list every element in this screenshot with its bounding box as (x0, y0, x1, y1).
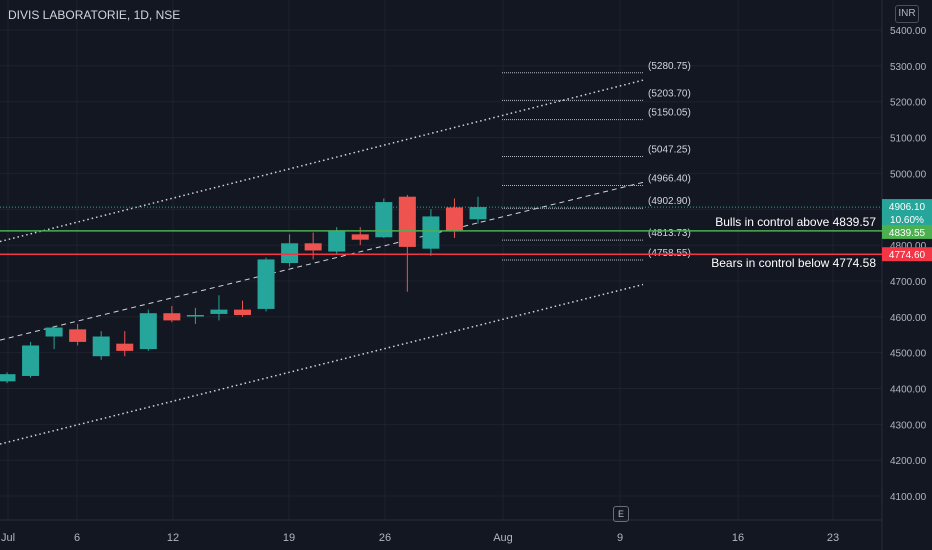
events-button[interactable]: E (613, 506, 629, 522)
candle-body (22, 345, 40, 376)
candle-body (92, 336, 110, 357)
x-tick-label: 19 (283, 532, 295, 544)
y-tick-label: 5200.00 (890, 98, 927, 109)
fib-level-label: (5150.05) (648, 108, 691, 119)
fib-level-label: (4813.73) (648, 228, 691, 239)
x-tick-label: 6 (74, 532, 80, 544)
candle-body (422, 216, 440, 249)
candle-body (281, 243, 299, 264)
x-tick-label: 16 (732, 532, 744, 544)
fib-level-label: (5047.25) (648, 144, 691, 155)
fib-level-label: (5203.70) (648, 88, 691, 99)
bear-level-tag-text: 4774.60 (889, 250, 926, 261)
x-tick-label: Aug (493, 532, 513, 544)
y-tick-label: 5300.00 (890, 62, 927, 73)
y-tick-label: 4700.00 (890, 277, 927, 288)
candle-body (304, 243, 322, 251)
y-tick-label: 4100.00 (890, 492, 927, 503)
last-price-tag-text: 10.60% (890, 215, 924, 226)
fib-level-label: (5280.75) (648, 61, 691, 72)
x-tick-label: 12 (167, 532, 179, 544)
x-tick-label: Jul (1, 532, 15, 544)
candle-body (210, 309, 228, 314)
candle-body (0, 374, 16, 382)
y-tick-label: 5100.00 (890, 134, 927, 145)
channel-middle-line (0, 181, 644, 341)
candle-body (163, 313, 181, 321)
candle-body (234, 309, 251, 316)
bull-level-tag (882, 224, 932, 239)
candle-body (328, 230, 346, 252)
bear-level-text: Bears in control below 4774.58 (711, 256, 876, 270)
candle-body (139, 313, 157, 350)
y-tick-label: 4400.00 (890, 385, 927, 396)
y-tick-label: 4800.00 (890, 241, 927, 252)
currency-button[interactable]: INR (895, 5, 919, 23)
candle-body (116, 343, 134, 351)
x-tick-label: 9 (617, 532, 623, 544)
y-tick-label: 5000.00 (890, 169, 927, 180)
candle-body (398, 196, 416, 247)
x-tick-label: 26 (379, 532, 391, 544)
bull-level-tag-text: 4839.55 (889, 228, 926, 239)
candle-body (445, 207, 463, 231)
candle-body (257, 259, 275, 309)
fib-level-label: (4902.90) (648, 196, 691, 207)
bear-level-tag (882, 247, 932, 262)
y-tick-label: 4300.00 (890, 420, 927, 431)
chart-title: DIVIS LABORATORIE, 1D, NSE (8, 8, 181, 22)
last-price-tag (882, 199, 932, 228)
candle-body (469, 207, 487, 220)
y-tick-label: 4600.00 (890, 313, 927, 324)
last-price-tag-text: 4906.10 (889, 202, 926, 213)
candle-body (186, 315, 204, 317)
candle-body (69, 329, 87, 342)
candle-body (375, 202, 393, 238)
y-tick-label: 4200.00 (890, 456, 927, 467)
y-tick-label: 5400.00 (890, 26, 927, 37)
fib-level-label: (4966.40) (648, 173, 691, 184)
candle-body (351, 234, 369, 240)
candle-body (45, 327, 63, 337)
x-tick-label: 23 (827, 532, 839, 544)
bull-level-text: Bulls in control above 4839.57 (715, 215, 876, 229)
fib-level-label: (4758.55) (648, 248, 691, 259)
y-tick-label: 4500.00 (890, 349, 927, 360)
